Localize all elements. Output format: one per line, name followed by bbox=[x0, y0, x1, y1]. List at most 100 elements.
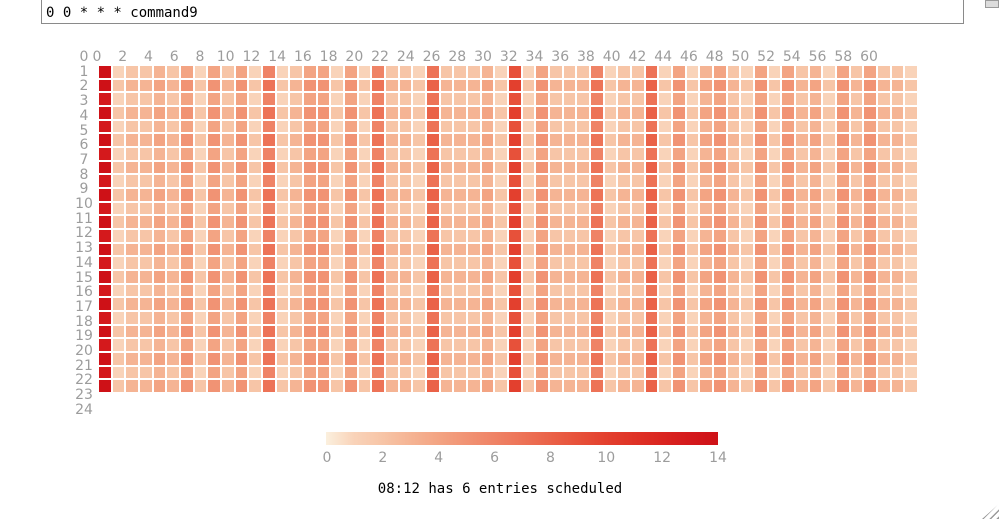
heatmap-cell[interactable] bbox=[878, 257, 890, 269]
heatmap-cell[interactable] bbox=[618, 353, 630, 365]
heatmap-cell[interactable] bbox=[345, 298, 357, 310]
heatmap-cell[interactable] bbox=[358, 271, 371, 283]
heatmap-cell[interactable] bbox=[618, 366, 630, 379]
heatmap-cell[interactable] bbox=[768, 243, 781, 256]
heatmap-cell[interactable] bbox=[878, 366, 890, 379]
heatmap-cell[interactable] bbox=[522, 161, 535, 174]
heatmap-cell[interactable] bbox=[878, 120, 890, 133]
heatmap-cell[interactable] bbox=[454, 271, 466, 283]
heatmap-cell[interactable] bbox=[235, 298, 248, 310]
heatmap-cell[interactable] bbox=[878, 284, 890, 297]
heatmap-cell[interactable] bbox=[181, 312, 193, 324]
heatmap-cell[interactable] bbox=[727, 189, 740, 201]
heatmap-cell[interactable] bbox=[809, 325, 822, 338]
heatmap-cell[interactable] bbox=[372, 380, 384, 392]
heatmap-cell[interactable] bbox=[468, 257, 480, 269]
heatmap-cell[interactable] bbox=[604, 312, 617, 324]
heatmap-cell[interactable] bbox=[659, 66, 671, 78]
heatmap-cell[interactable] bbox=[755, 243, 767, 256]
heatmap-cell[interactable] bbox=[509, 175, 521, 187]
heatmap-cell[interactable] bbox=[440, 243, 453, 256]
heatmap-cell[interactable] bbox=[768, 148, 781, 160]
heatmap-cell[interactable] bbox=[263, 230, 275, 242]
heatmap-cell[interactable] bbox=[755, 339, 767, 351]
heatmap-cell[interactable] bbox=[673, 93, 685, 105]
heatmap-cell[interactable] bbox=[563, 202, 576, 215]
heatmap-cell[interactable] bbox=[440, 134, 453, 146]
heatmap-cell[interactable] bbox=[167, 93, 179, 105]
heatmap-cell[interactable] bbox=[850, 189, 863, 201]
heatmap-cell[interactable] bbox=[235, 366, 248, 379]
heatmap-cell[interactable] bbox=[495, 353, 507, 365]
heatmap-cell[interactable] bbox=[495, 134, 507, 146]
heatmap-cell[interactable] bbox=[126, 93, 138, 105]
heatmap-cell[interactable] bbox=[140, 271, 152, 283]
heatmap-cell[interactable] bbox=[181, 120, 193, 133]
heatmap-cell[interactable] bbox=[181, 298, 193, 310]
heatmap-cell[interactable] bbox=[372, 79, 384, 92]
heatmap-cell[interactable] bbox=[345, 189, 357, 201]
heatmap-cell[interactable] bbox=[235, 120, 248, 133]
heatmap-cell[interactable] bbox=[864, 93, 876, 105]
heatmap-cell[interactable] bbox=[140, 325, 152, 338]
heatmap-cell[interactable] bbox=[891, 325, 904, 338]
heatmap-cell[interactable] bbox=[768, 353, 781, 365]
heatmap-cell[interactable] bbox=[673, 339, 685, 351]
heatmap-cell[interactable] bbox=[632, 271, 644, 283]
heatmap-cell[interactable] bbox=[99, 93, 111, 105]
heatmap-cell[interactable] bbox=[263, 353, 275, 365]
heatmap-cell[interactable] bbox=[386, 257, 398, 269]
heatmap-cell[interactable] bbox=[522, 93, 535, 105]
heatmap-cell[interactable] bbox=[727, 257, 740, 269]
heatmap-cell[interactable] bbox=[727, 339, 740, 351]
heatmap-cell[interactable] bbox=[481, 271, 494, 283]
heatmap-cell[interactable] bbox=[331, 148, 343, 160]
heatmap-cell[interactable] bbox=[768, 93, 781, 105]
heatmap-cell[interactable] bbox=[809, 107, 822, 119]
heatmap-cell[interactable] bbox=[864, 134, 876, 146]
heatmap-cell[interactable] bbox=[577, 107, 589, 119]
heatmap-cell[interactable] bbox=[140, 107, 152, 119]
heatmap-cell[interactable] bbox=[495, 339, 507, 351]
heatmap-cell[interactable] bbox=[686, 107, 699, 119]
heatmap-cell[interactable] bbox=[905, 189, 917, 201]
heatmap-cell[interactable] bbox=[263, 243, 275, 256]
heatmap-cell[interactable] bbox=[263, 380, 275, 392]
heatmap-cell[interactable] bbox=[727, 66, 740, 78]
heatmap-cell[interactable] bbox=[235, 312, 248, 324]
heatmap-cell[interactable] bbox=[331, 189, 343, 201]
heatmap-cell[interactable] bbox=[796, 134, 808, 146]
heatmap-cell[interactable] bbox=[891, 216, 904, 228]
heatmap-cell[interactable] bbox=[741, 325, 753, 338]
heatmap-cell[interactable] bbox=[823, 339, 835, 351]
heatmap-cell[interactable] bbox=[304, 134, 316, 146]
heatmap-cell[interactable] bbox=[427, 230, 439, 242]
heatmap-cell[interactable] bbox=[440, 230, 453, 242]
heatmap-cell[interactable] bbox=[509, 380, 521, 392]
heatmap-cell[interactable] bbox=[577, 216, 589, 228]
heatmap-cell[interactable] bbox=[522, 216, 535, 228]
heatmap-cell[interactable] bbox=[755, 66, 767, 78]
heatmap-cell[interactable] bbox=[550, 161, 562, 174]
heatmap-cell[interactable] bbox=[317, 93, 330, 105]
heatmap-cell[interactable] bbox=[563, 134, 576, 146]
heatmap-cell[interactable] bbox=[222, 79, 234, 92]
heatmap-cell[interactable] bbox=[99, 161, 111, 174]
heatmap-cell[interactable] bbox=[153, 175, 166, 187]
heatmap-cell[interactable] bbox=[659, 148, 671, 160]
heatmap-cell[interactable] bbox=[714, 353, 726, 365]
heatmap-cell[interactable] bbox=[372, 230, 384, 242]
heatmap-cell[interactable] bbox=[249, 79, 261, 92]
heatmap-cell[interactable] bbox=[358, 366, 371, 379]
heatmap-cell[interactable] bbox=[126, 380, 138, 392]
heatmap-cell[interactable] bbox=[317, 66, 330, 78]
heatmap-cell[interactable] bbox=[741, 257, 753, 269]
heatmap-cell[interactable] bbox=[714, 79, 726, 92]
heatmap-cell[interactable] bbox=[290, 175, 302, 187]
heatmap-cell[interactable] bbox=[741, 312, 753, 324]
heatmap-cell[interactable] bbox=[345, 325, 357, 338]
heatmap-cell[interactable] bbox=[495, 93, 507, 105]
heatmap-cell[interactable] bbox=[577, 312, 589, 324]
heatmap-cell[interactable] bbox=[782, 339, 794, 351]
heatmap-cell[interactable] bbox=[700, 79, 712, 92]
